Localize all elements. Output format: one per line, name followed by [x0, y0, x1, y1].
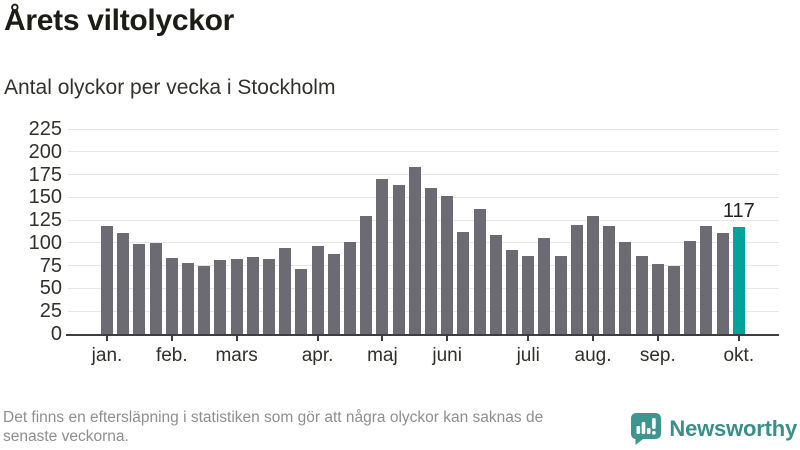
x-axis-tick	[235, 336, 238, 341]
x-axis-line	[66, 334, 779, 336]
chart-title: Årets viltolyckor	[4, 4, 234, 37]
y-axis-tick-label: 100	[28, 231, 62, 254]
gridline-175	[68, 174, 779, 176]
x-axis-month-label: aug.	[574, 345, 612, 366]
x-axis-month-label: feb.	[155, 345, 188, 366]
x-axis-month-label: juli	[516, 345, 540, 366]
bar-week-31	[587, 215, 599, 334]
bar-week-38	[700, 226, 713, 334]
bar-week-40	[732, 227, 745, 334]
bar-week-9	[230, 259, 243, 334]
gridline-25	[68, 310, 779, 312]
bar-week-10	[246, 256, 259, 334]
y-axis-tick-label: 75	[39, 254, 62, 277]
bar-week-8	[214, 260, 227, 334]
bar-week-17	[360, 216, 373, 334]
bar-week-6	[182, 262, 194, 334]
bar-week-34	[635, 255, 648, 334]
gridline-125	[68, 219, 779, 221]
bar-week-30	[570, 224, 583, 334]
bar-week-39	[716, 232, 729, 334]
disclaimer-line-2: senaste veckorna.	[3, 428, 129, 445]
bar-week-3	[133, 243, 146, 334]
newsworthy-wordmark: Newsworthy	[669, 416, 797, 441]
x-axis-month-label: okt.	[723, 345, 755, 366]
bar-week-23	[457, 231, 470, 334]
newsworthy-logo: Newsworthy	[630, 412, 797, 446]
x-axis-tick	[527, 336, 530, 341]
bar-week-37	[684, 241, 697, 334]
bar-week-16	[344, 241, 356, 334]
value-annotation: 117	[722, 200, 755, 223]
y-axis-tick-label: 200	[28, 140, 62, 163]
bar-week-1	[101, 225, 113, 334]
y-axis-tick-label: 50	[39, 277, 62, 300]
x-axis-tick	[446, 336, 449, 341]
chart-subtitle: Antal olyckor per vecka i Stockholm	[4, 76, 336, 99]
x-axis-month-label: apr.	[301, 345, 334, 366]
bar-week-11	[263, 259, 275, 334]
x-axis-tick	[106, 336, 108, 341]
bar-chart: 0 25 50 75 100 125 150 175 200 225 jan. feb. mars apr…	[28, 118, 779, 366]
disclaimer-line-1: Det finns en eftersläpning i statistiken…	[3, 409, 544, 426]
bar-week-5	[165, 258, 178, 334]
x-axis-month-label: maj	[367, 345, 398, 366]
bar-week-33	[619, 241, 632, 334]
x-axis-month-label: sep.	[639, 345, 676, 366]
newsworthy-icon	[630, 412, 662, 446]
gridline-100	[68, 242, 779, 244]
bar-week-7	[198, 265, 211, 334]
x-axis-tick	[316, 336, 319, 341]
bar-week-29	[554, 255, 567, 334]
bar-week-24	[473, 209, 486, 334]
x-axis-tick	[381, 336, 384, 341]
gridline-150	[68, 196, 779, 198]
bar-week-15	[327, 253, 340, 334]
gridline-75	[68, 265, 779, 267]
bar-week-18	[376, 179, 389, 334]
bar-week-35	[651, 263, 664, 334]
y-axis-tick-label: 25	[39, 300, 62, 323]
x-axis-month-label: jan.	[91, 345, 123, 366]
bar-week-2	[117, 232, 130, 334]
gridline-50	[68, 287, 779, 289]
bar-week-36	[668, 265, 680, 334]
y-axis-tick-label: 225	[28, 118, 62, 140]
bar-week-22	[441, 196, 454, 334]
x-axis-tick	[592, 336, 594, 341]
x-axis-tick	[656, 336, 659, 341]
gridline-200	[68, 151, 779, 153]
bar-week-28	[538, 238, 551, 334]
y-axis-tick-label: 125	[28, 209, 62, 232]
y-axis-tick-label: 0	[50, 323, 62, 345]
bar-week-27	[522, 255, 535, 334]
bar-week-26	[506, 250, 518, 334]
bar-week-32	[603, 226, 616, 334]
x-axis-month-label: mars	[215, 345, 258, 366]
x-axis-tick	[737, 336, 740, 341]
disclaimer-text: Det finns en eftersläpning i statistiken…	[3, 408, 643, 446]
x-axis-month-label: juni	[432, 345, 462, 366]
bar-week-20	[408, 167, 421, 334]
bar-week-13	[295, 269, 308, 334]
bar-week-19	[392, 184, 405, 334]
bar-week-12	[279, 248, 292, 334]
y-axis-tick-label: 175	[28, 163, 62, 186]
bar-week-21	[425, 188, 437, 334]
x-axis-tick	[170, 336, 173, 341]
y-axis-tick-label: 150	[28, 186, 62, 209]
gridline-225	[68, 128, 779, 130]
bar-week-4	[149, 242, 162, 334]
bar-week-25	[489, 234, 502, 334]
bar-week-14	[311, 245, 324, 334]
